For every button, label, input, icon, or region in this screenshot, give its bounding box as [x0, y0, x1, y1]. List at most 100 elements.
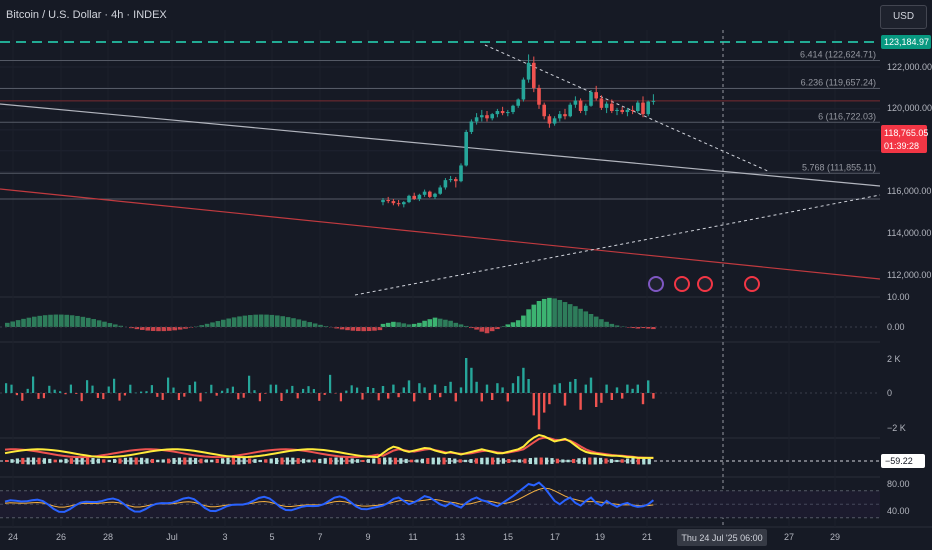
oscillator-histogram-bar — [518, 459, 522, 463]
volume-delta-bar — [210, 384, 213, 393]
oscillator-histogram-bar — [150, 458, 154, 464]
oscillator-histogram-bar — [248, 458, 252, 464]
volume-delta-bar — [156, 393, 159, 397]
volume-delta-bar — [402, 387, 405, 393]
volume-delta-bar — [345, 390, 348, 393]
oscillator-histogram-bar — [253, 459, 257, 463]
countdown-label: 01:39:28 — [884, 141, 919, 151]
volume-delta-bar — [161, 393, 164, 400]
oscillator-histogram-bar — [647, 457, 651, 465]
macd-histogram-bar — [391, 321, 396, 327]
price-axis-tick: 112,000.00 — [887, 270, 931, 280]
volume-delta-bar — [183, 393, 186, 397]
volume-delta-bar — [615, 387, 619, 393]
macd-histogram-bar — [134, 327, 140, 330]
macd-histogram-bar — [427, 319, 433, 327]
rsi-axis-tick: 80.00 — [887, 479, 910, 489]
volume-delta-bar — [194, 381, 197, 393]
macd-histogram-bar — [242, 315, 248, 327]
macd-histogram-bar — [573, 306, 578, 327]
time-axis-tick: 7 — [317, 532, 322, 542]
candle-body — [422, 191, 427, 195]
macd-histogram-bar — [318, 324, 323, 327]
macd-histogram-bar — [448, 320, 453, 327]
candle-body — [500, 110, 505, 114]
volume-delta-bar — [21, 393, 24, 401]
volume-delta-bar — [626, 384, 629, 393]
volume-delta-bar — [407, 380, 411, 393]
candle-body — [526, 62, 531, 80]
fib-layer: 6.414 (122,624.71) 6.236 (119,657.24) 6 (1… — [0, 41, 880, 200]
candle-body — [558, 114, 562, 119]
currency-button[interactable]: USD — [880, 5, 927, 29]
macd-histogram-bar — [10, 321, 15, 327]
oscillator-histogram-bar — [577, 458, 581, 464]
volume-delta-bar — [631, 388, 634, 393]
volume-delta-bar — [444, 386, 447, 393]
oscillator-histogram-bar — [275, 457, 279, 465]
oscillator-histogram-bar — [366, 459, 370, 463]
macd-histogram-bar — [406, 324, 412, 327]
macd-histogram-bar — [635, 327, 641, 329]
volume-delta-bar — [280, 393, 283, 402]
volume-delta-bar — [32, 376, 35, 393]
macd-histogram-bar — [26, 317, 32, 327]
macd-histogram-bar — [380, 323, 386, 327]
oscillator-histogram-bar — [172, 458, 176, 464]
volume-delta-bar — [248, 375, 251, 393]
time-axis-tick: Jul — [166, 532, 178, 542]
oscillator-histogram-bar — [507, 458, 511, 464]
oscillator-histogram-bar — [215, 458, 219, 464]
volume-delta-bar — [459, 387, 463, 393]
volume-delta-bar — [527, 379, 530, 393]
macd-histogram-bar — [588, 314, 594, 327]
volume-delta-bar — [423, 387, 426, 393]
macd-histogram-bar — [204, 323, 210, 327]
time-axis-tick: 26 — [56, 532, 66, 542]
high-price-badge — [881, 35, 931, 49]
candle-body — [402, 202, 406, 205]
oscillator-histogram-bar — [5, 460, 9, 462]
oscillator-histogram-bar — [361, 459, 365, 463]
oscillator-histogram-bar — [480, 457, 484, 465]
volume-delta-bar — [641, 393, 645, 405]
macd-histogram-bar — [469, 327, 474, 329]
volume-delta-bar — [553, 384, 556, 393]
volume-delta-bar — [465, 358, 468, 393]
macd-histogram-bar — [221, 319, 226, 327]
candle-body — [448, 179, 453, 181]
macd-histogram-bar — [366, 327, 372, 332]
volume-delta-bar — [574, 379, 577, 393]
macd-histogram-bar — [443, 319, 448, 327]
macd-histogram-bar — [599, 319, 604, 327]
oscillator-histogram-bar — [26, 457, 30, 465]
macd-histogram-bar — [630, 327, 635, 329]
volume-delta-bar — [511, 383, 515, 393]
oscillator-histogram-bar — [609, 459, 613, 463]
oscillator-histogram-bar — [393, 457, 397, 465]
oscillator-histogram-bar — [118, 458, 122, 464]
price-axis-tick: 122,000.00 — [887, 62, 932, 72]
volume-delta-bar — [107, 386, 110, 393]
oscillator-histogram-bar — [167, 458, 171, 464]
oscillator-histogram-bar — [10, 459, 14, 463]
bolt-event-icon — [648, 276, 664, 292]
oscillator-histogram-bar — [296, 458, 300, 464]
crosshair-date-label: Thu 24 Jul '25 06:00 — [681, 533, 762, 543]
time-axis-tick: 19 — [595, 532, 605, 542]
oscillator-histogram-bar — [420, 458, 424, 464]
macd-histogram-bar — [231, 317, 237, 327]
macd-histogram-bar — [102, 321, 107, 327]
rsi-pane — [0, 481, 880, 519]
volume-delta-bar — [372, 387, 375, 393]
price-axis-background — [880, 30, 932, 528]
time-axis-tick: 17 — [550, 532, 560, 542]
macd-histogram-bar — [280, 316, 285, 327]
macd-axis-tick: 0.00 — [887, 322, 905, 332]
volume-delta-bar — [150, 385, 153, 393]
oscillator-histogram-bar — [177, 457, 181, 465]
macd-histogram-bar — [361, 327, 366, 332]
macd-histogram-bar — [417, 322, 422, 327]
candle-body — [459, 165, 463, 182]
